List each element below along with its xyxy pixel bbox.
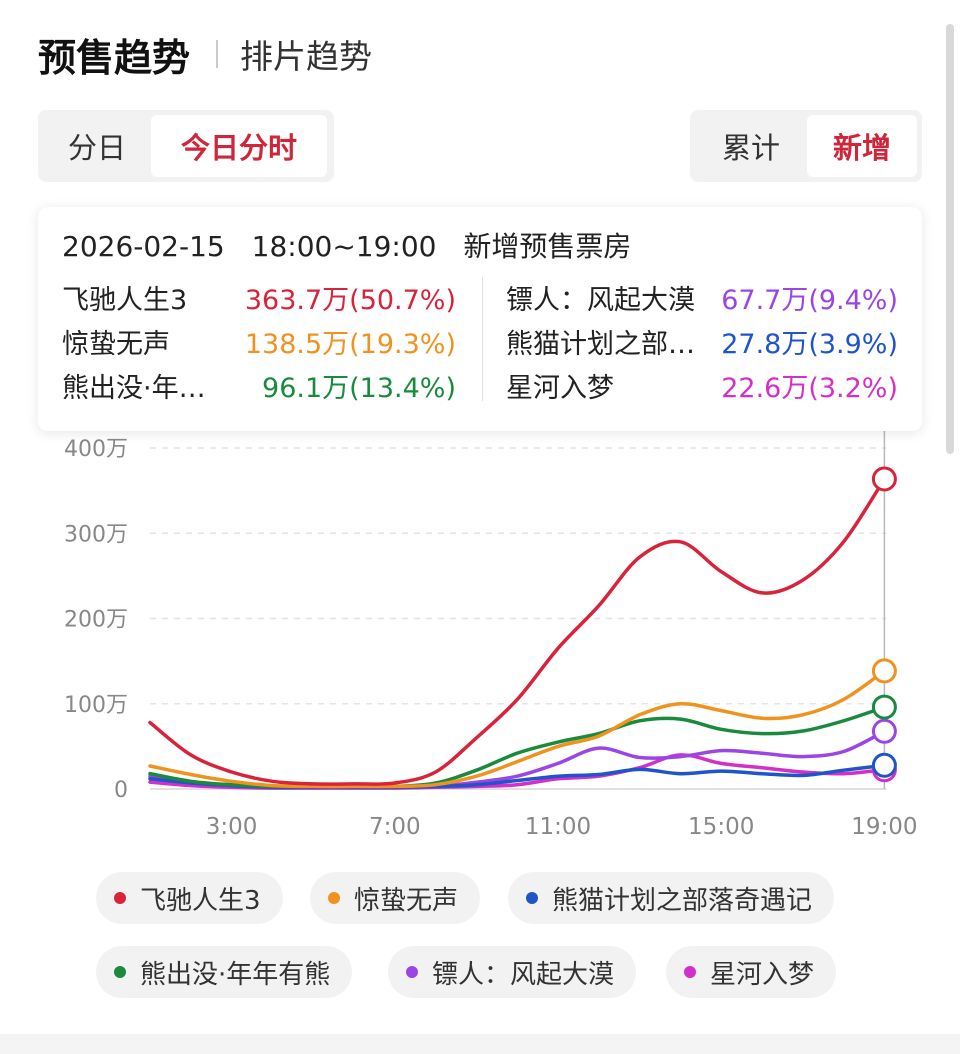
page-title: 预售趋势 xyxy=(38,35,191,80)
tooltip-movie-name: 熊猫计划之部… xyxy=(506,328,695,360)
tooltip-row: 熊出没·年… 96.1万(13.4%) xyxy=(62,365,456,405)
legend-label: 星河入梦 xyxy=(710,959,815,990)
legend-label: 惊蛰无声 xyxy=(354,885,459,916)
series-line xyxy=(148,669,887,789)
tooltip-row: 镖人：风起大漠 67.7万(9.4%) xyxy=(506,277,898,317)
header-divider xyxy=(216,40,219,68)
y-tick-label: 300万 xyxy=(64,522,128,547)
tooltip-header: 2026-02-15 18:00~19:00 新增预售票房 xyxy=(62,225,649,265)
tooltip-label: 新增预售票房 xyxy=(463,230,632,263)
tooltip-movie-name: 熊出没·年… xyxy=(62,372,206,404)
y-tick-label: 400万 xyxy=(64,437,128,462)
tooltip-movie-value: 67.7万(9.4%) xyxy=(721,284,898,316)
tooltip-movie-value: 27.8万(3.9%) xyxy=(721,328,898,360)
line-chart[interactable]: 0 100万 200万 300万 400万 3:00 7:00 11:00 15:00 19:00 xyxy=(0,0,960,860)
tooltip-movie-name: 镖人：风起大漠 xyxy=(506,284,695,316)
series-end-marker xyxy=(871,718,897,744)
x-tick-label: 15:00 xyxy=(688,814,754,840)
bottom-bar xyxy=(0,1034,960,1054)
tooltip-movie-value: 96.1万(13.4%) xyxy=(262,372,456,404)
tooltip-movie-value: 22.6万(3.2%) xyxy=(721,372,898,404)
chart-tooltip: 2026-02-15 18:00~19:00 新增预售票房 飞驰人生3 363.… xyxy=(38,207,922,431)
scrollbar[interactable] xyxy=(946,24,954,454)
series-end-marker xyxy=(871,466,897,492)
legend-swatch xyxy=(406,966,418,978)
legend-item[interactable]: 飞驰人生3 xyxy=(96,872,283,924)
legend-label: 熊猫计划之部落奇遇记 xyxy=(552,885,813,916)
legend-swatch xyxy=(526,892,538,904)
page-header: 预售趋势 排片趋势 xyxy=(38,24,372,84)
mode-option-cumulative[interactable]: 累计 xyxy=(721,131,780,165)
legend-swatch xyxy=(114,892,126,904)
series-end-marker xyxy=(871,752,897,778)
legend-swatch xyxy=(684,966,696,978)
period-option-hourly[interactable]: 今日分时 xyxy=(151,115,327,177)
x-tick-label: 19:00 xyxy=(851,814,917,840)
tooltip-movie-value: 363.7万(50.7%) xyxy=(244,284,456,316)
tooltip-row: 星河入梦 22.6万(3.2%) xyxy=(506,365,898,405)
x-tick-label: 11:00 xyxy=(525,814,591,840)
legend-item[interactable]: 熊猫计划之部落奇遇记 xyxy=(508,872,835,924)
legend-label: 飞驰人生3 xyxy=(140,885,261,916)
y-tick-label: 100万 xyxy=(64,693,128,718)
y-tick-label: 200万 xyxy=(64,608,128,633)
legend-label: 镖人：风起大漠 xyxy=(432,959,615,990)
tooltip-date: 2026-02-15 xyxy=(62,230,225,263)
legend-label: 熊出没·年年有熊 xyxy=(140,959,331,990)
series-line xyxy=(148,477,887,786)
legend-swatch xyxy=(328,892,340,904)
period-option-daily[interactable]: 分日 xyxy=(67,131,126,165)
tooltip-movie-name: 飞驰人生3 xyxy=(62,284,188,316)
period-toggle: 分日 今日分时 xyxy=(38,110,334,182)
x-tick-label: 7:00 xyxy=(369,814,421,840)
legend-item[interactable]: 镖人：风起大漠 xyxy=(388,946,637,998)
legend-item[interactable]: 熊出没·年年有熊 xyxy=(96,946,353,998)
mode-toggle: 累计 新增 xyxy=(690,110,922,182)
x-tick-label: 3:00 xyxy=(206,814,258,840)
tooltip-time: 18:00~19:00 xyxy=(251,230,437,263)
mode-option-new[interactable]: 新增 xyxy=(807,115,917,177)
y-tick-label: 0 xyxy=(114,778,128,803)
tooltip-movie-name: 星河入梦 xyxy=(506,372,614,404)
series-end-marker xyxy=(871,694,897,720)
legend-swatch xyxy=(114,966,126,978)
tooltip-movie-value: 138.5万(19.3%) xyxy=(244,328,456,360)
legend-item[interactable]: 惊蛰无声 xyxy=(310,872,481,924)
legend-item[interactable]: 星河入梦 xyxy=(666,946,837,998)
tooltip-movie-name: 惊蛰无声 xyxy=(62,328,170,360)
tooltip-divider xyxy=(482,277,483,401)
series-end-marker xyxy=(871,658,897,684)
tab-schedule-trend[interactable]: 排片趋势 xyxy=(240,37,373,76)
tooltip-row: 惊蛰无声 138.5万(19.3%) xyxy=(62,321,456,361)
tooltip-row: 熊猫计划之部… 27.8万(3.9%) xyxy=(506,321,898,361)
tooltip-row: 飞驰人生3 363.7万(50.7%) xyxy=(62,277,456,317)
